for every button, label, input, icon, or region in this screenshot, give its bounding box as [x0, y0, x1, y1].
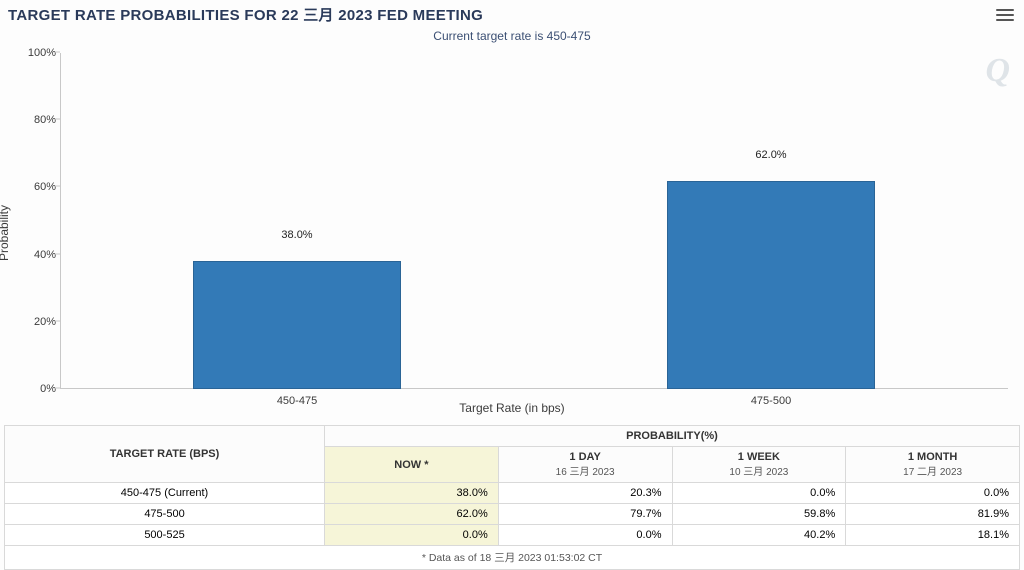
- table-row: 475-50062.0%79.7%59.8%81.9%: [5, 504, 1020, 525]
- table-cell: 0.0%: [325, 525, 499, 546]
- bar: [667, 181, 876, 389]
- table-cell: 18.1%: [846, 525, 1020, 546]
- table-cell: 40.2%: [672, 525, 846, 546]
- table-footnote: * Data as of 18 三月 2023 01:53:02 CT: [4, 546, 1020, 570]
- table-column-header: 1 DAY16 三月 2023: [498, 447, 672, 483]
- x-axis-label: Target Rate (in bps): [8, 401, 1016, 415]
- table-row-label: 450-475 (Current): [5, 483, 325, 504]
- chart-menu-button[interactable]: [996, 6, 1014, 24]
- y-tick: 0%: [22, 383, 56, 395]
- y-tick: 60%: [22, 181, 56, 193]
- table-cell: 0.0%: [846, 483, 1020, 504]
- probability-table: TARGET RATE (BPS) PROBABILITY(%) NOW *1 …: [4, 425, 1020, 570]
- table-cell: 38.0%: [325, 483, 499, 504]
- table-cell: 0.0%: [672, 483, 846, 504]
- table-cell: 81.9%: [846, 504, 1020, 525]
- table-column-header: NOW *: [325, 447, 499, 483]
- table-cell: 79.7%: [498, 504, 672, 525]
- bar-chart: Probability 0%20%40%60%80%100%38.0%450-4…: [8, 49, 1016, 417]
- bar: [193, 261, 402, 389]
- y-axis-label: Probability: [0, 205, 11, 261]
- table-column-header: 1 WEEK10 三月 2023: [672, 447, 846, 483]
- y-tick: 20%: [22, 316, 56, 328]
- table-cell: 0.0%: [498, 525, 672, 546]
- table-row-label: 475-500: [5, 504, 325, 525]
- y-tick: 40%: [22, 249, 56, 261]
- y-tick: 80%: [22, 114, 56, 126]
- table-row-label: 500-525: [5, 525, 325, 546]
- table-cell: 20.3%: [498, 483, 672, 504]
- table-row: 500-5250.0%0.0%40.2%18.1%: [5, 525, 1020, 546]
- y-tick: 100%: [22, 47, 56, 59]
- table-column-header: 1 MONTH17 二月 2023: [846, 447, 1020, 483]
- table-cell: 62.0%: [325, 504, 499, 525]
- table-row-header-title: TARGET RATE (BPS): [5, 426, 325, 483]
- bar-value-label: 38.0%: [281, 229, 312, 245]
- table-cell: 59.8%: [672, 504, 846, 525]
- chart-subtitle: Current target rate is 450-475: [0, 29, 1024, 43]
- page-title: TARGET RATE PROBABILITIES FOR 22 三月 2023…: [8, 4, 483, 25]
- table-prob-header: PROBABILITY(%): [325, 426, 1020, 447]
- table-row: 450-475 (Current)38.0%20.3%0.0%0.0%: [5, 483, 1020, 504]
- bar-value-label: 62.0%: [755, 149, 786, 165]
